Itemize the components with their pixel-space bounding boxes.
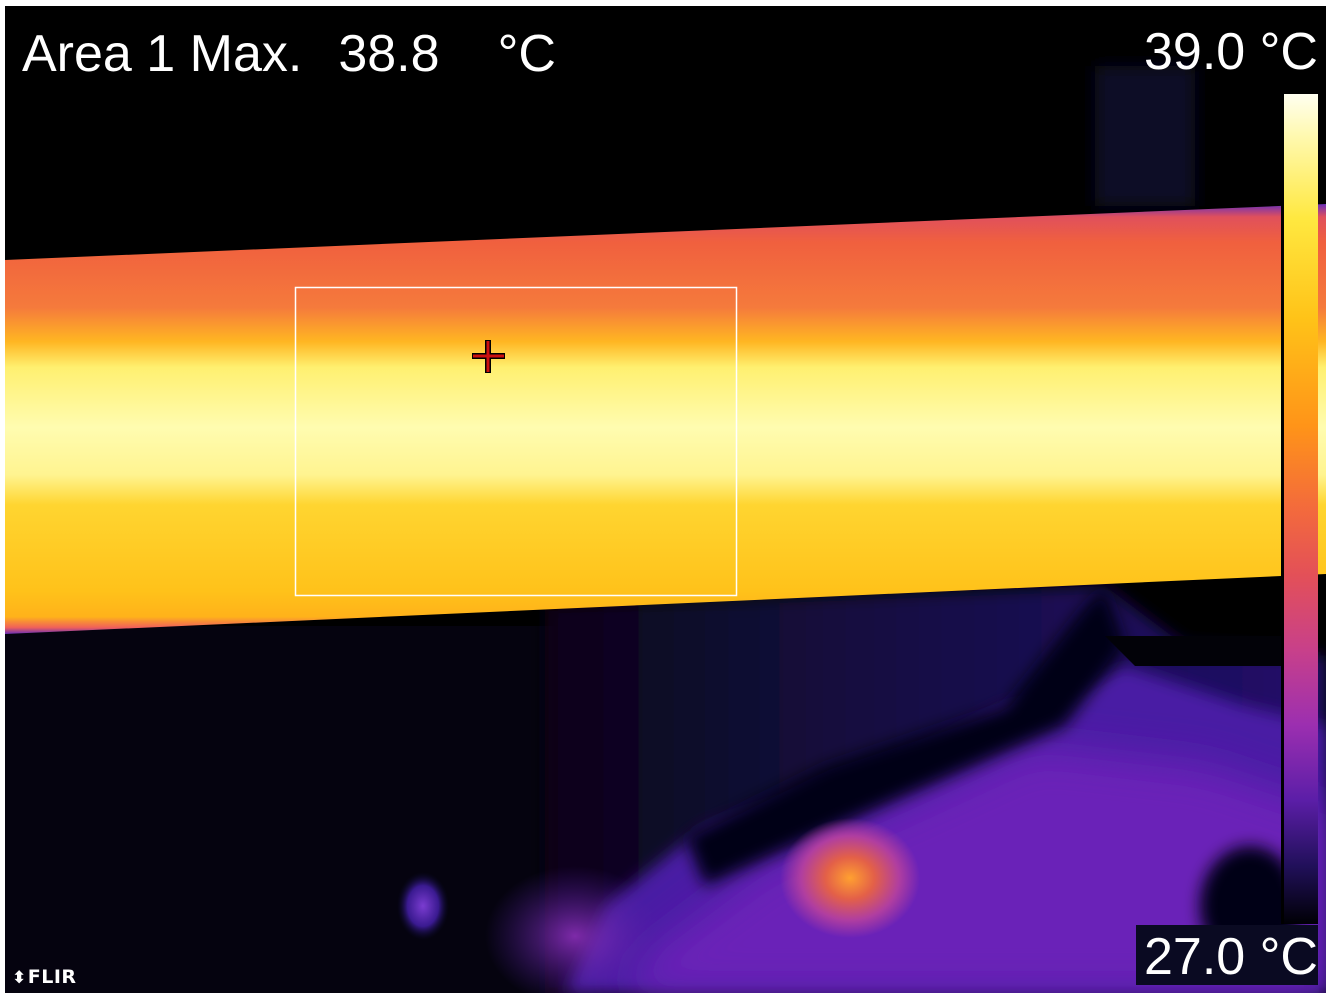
scale-min-label: 27.0 °C	[1135, 925, 1318, 985]
flir-logo-text: FLIR	[27, 966, 77, 988]
measurement-label: Area 1 Max.	[22, 25, 303, 83]
thermal-image	[5, 6, 1326, 993]
measurement-value: 38.8	[338, 25, 440, 83]
thermal-image-viewport: Area 1 Max. 38.8 °C 39.0 °C 27.0 °C ⬍FLIR	[5, 6, 1326, 993]
spotmeter-crosshair-icon	[472, 340, 505, 373]
area-1-box[interactable]	[294, 286, 738, 597]
scale-max-label: 39.0 °C	[1143, 23, 1318, 81]
flir-diamond-icon: ⬍	[12, 968, 27, 988]
measurement-readout: Area 1 Max. 38.8 °C	[22, 28, 556, 80]
measurement-unit: °C	[497, 25, 556, 83]
flir-logo: ⬍FLIR	[12, 968, 77, 987]
color-scale-bar	[1281, 94, 1318, 924]
